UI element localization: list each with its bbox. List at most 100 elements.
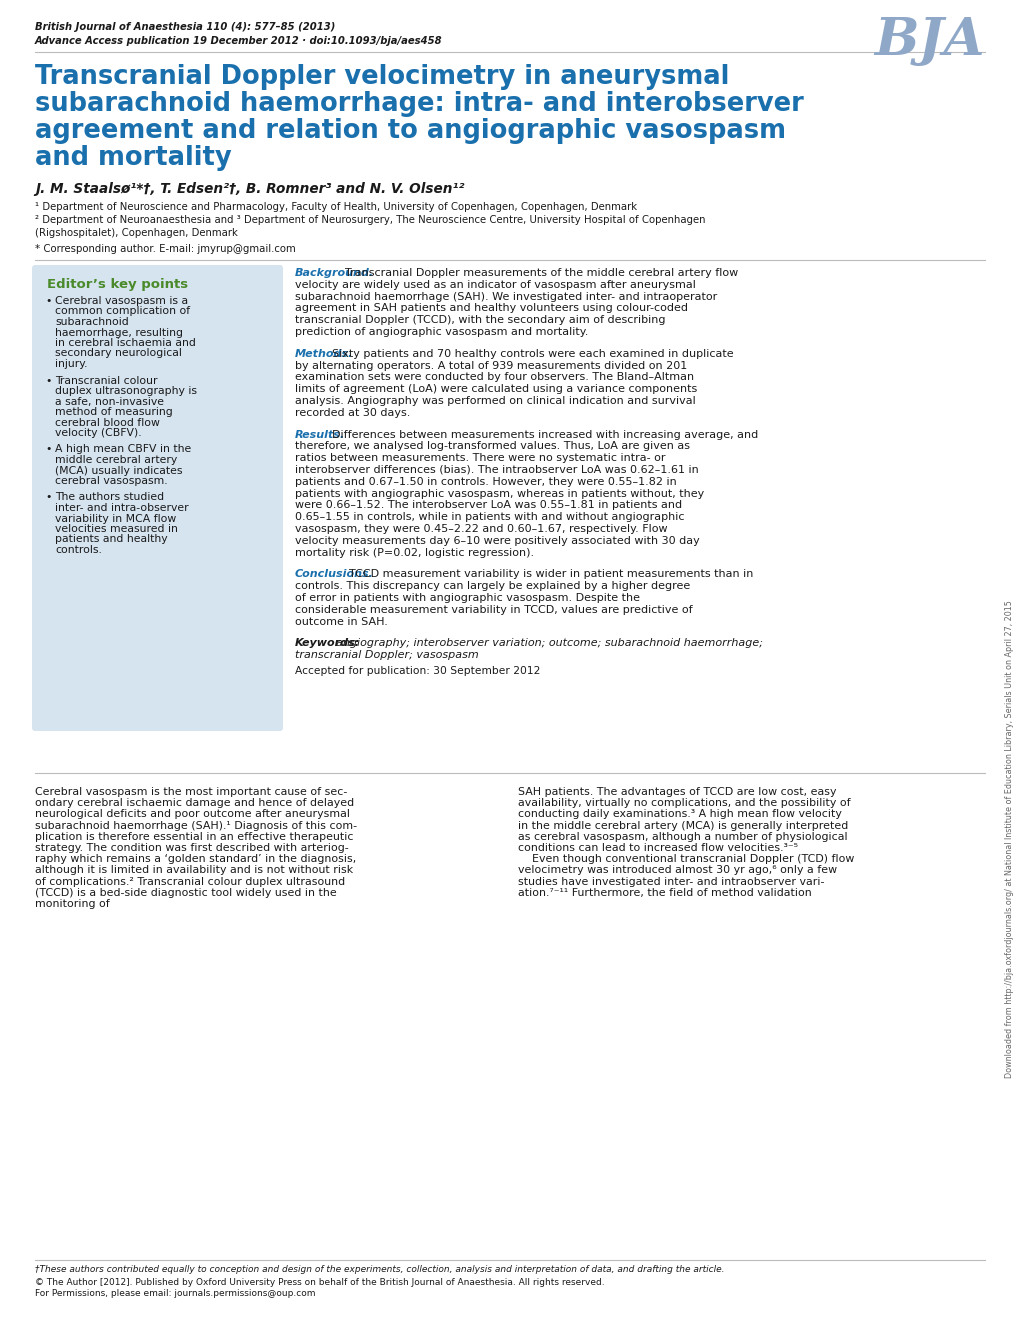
Text: therefore, we analysed log-transformed values. Thus, LoA are given as: therefore, we analysed log-transformed v… <box>294 442 689 451</box>
Text: transcranial Doppler (TCCD), with the secondary aim of describing: transcranial Doppler (TCCD), with the se… <box>294 315 664 326</box>
Text: transcranial Doppler; vasospasm: transcranial Doppler; vasospasm <box>294 650 478 660</box>
Text: For Permissions, please email: journals.permissions@oup.com: For Permissions, please email: journals.… <box>35 1289 315 1298</box>
Text: Sixty patients and 70 healthy controls were each examined in duplicate: Sixty patients and 70 healthy controls w… <box>332 349 734 358</box>
Text: Results.: Results. <box>294 430 344 440</box>
Text: * Corresponding author. E-mail: jmyrup@gmail.com: * Corresponding author. E-mail: jmyrup@g… <box>35 244 296 254</box>
Text: (TCCD) is a bed-side diagnostic tool widely used in the: (TCCD) is a bed-side diagnostic tool wid… <box>35 888 336 898</box>
Text: controls. This discrepancy can largely be explained by a higher degree: controls. This discrepancy can largely b… <box>294 581 690 592</box>
Text: velocity (CBFV).: velocity (CBFV). <box>55 428 142 438</box>
Text: recorded at 30 days.: recorded at 30 days. <box>294 407 410 418</box>
Text: studies have investigated inter- and intraobserver vari-: studies have investigated inter- and int… <box>518 876 823 887</box>
Text: variability in MCA flow: variability in MCA flow <box>55 514 176 523</box>
Text: haemorrhage, resulting: haemorrhage, resulting <box>55 327 182 337</box>
Text: analysis. Angiography was performed on clinical indication and survival: analysis. Angiography was performed on c… <box>294 395 695 406</box>
Text: in cerebral ischaemia and: in cerebral ischaemia and <box>55 337 196 348</box>
Text: •: • <box>45 493 51 502</box>
Text: subarachnoid haemorrhage (SAH).¹ Diagnosis of this com-: subarachnoid haemorrhage (SAH).¹ Diagnos… <box>35 821 357 830</box>
Text: 0.65–1.55 in controls, while in patients with and without angiographic: 0.65–1.55 in controls, while in patients… <box>294 513 684 522</box>
Text: limits of agreement (LoA) were calculated using a variance components: limits of agreement (LoA) were calculate… <box>294 385 697 394</box>
Text: subarachnoid haemorrhage: intra- and interobserver: subarachnoid haemorrhage: intra- and int… <box>35 91 803 117</box>
Text: neurological deficits and poor outcome after aneurysmal: neurological deficits and poor outcome a… <box>35 809 350 820</box>
Text: as cerebral vasospasm, although a number of physiological: as cerebral vasospasm, although a number… <box>518 832 847 842</box>
Text: Conclusions.: Conclusions. <box>294 569 374 580</box>
Text: ondary cerebral ischaemic damage and hence of delayed: ondary cerebral ischaemic damage and hen… <box>35 799 354 808</box>
Text: although it is limited in availability and is not without risk: although it is limited in availability a… <box>35 866 353 875</box>
Text: velocity are widely used as an indicator of vasospasm after aneurysmal: velocity are widely used as an indicator… <box>294 279 695 290</box>
Text: Editor’s key points: Editor’s key points <box>47 278 187 291</box>
Text: •: • <box>45 297 51 306</box>
Text: Transcranial Doppler measurements of the middle cerebral artery flow: Transcranial Doppler measurements of the… <box>344 268 738 278</box>
Text: and mortality: and mortality <box>35 145 231 171</box>
Text: © The Author [2012]. Published by Oxford University Press on behalf of the Briti: © The Author [2012]. Published by Oxford… <box>35 1278 604 1286</box>
Text: of error in patients with angiographic vasospasm. Despite the: of error in patients with angiographic v… <box>294 593 639 604</box>
Text: ratios between measurements. There were no systematic intra- or: ratios between measurements. There were … <box>294 453 664 463</box>
Text: conducting daily examinations.³ A high mean flow velocity: conducting daily examinations.³ A high m… <box>518 809 841 820</box>
Text: British Journal of Anaesthesia 110 (4): 577–85 (2013): British Journal of Anaesthesia 110 (4): … <box>35 22 335 32</box>
Text: strategy. The condition was first described with arteriog-: strategy. The condition was first descri… <box>35 844 348 853</box>
FancyBboxPatch shape <box>32 265 282 731</box>
Text: SAH patients. The advantages of TCCD are low cost, easy: SAH patients. The advantages of TCCD are… <box>518 787 836 797</box>
Text: method of measuring: method of measuring <box>55 407 172 416</box>
Text: †These authors contributed equally to conception and design of the experiments, : †These authors contributed equally to co… <box>35 1265 723 1275</box>
Text: ¹ Department of Neuroscience and Pharmacology, Faculty of Health, University of : ¹ Department of Neuroscience and Pharmac… <box>35 202 637 212</box>
Text: mortality risk (P=0.02, logistic regression).: mortality risk (P=0.02, logistic regress… <box>294 547 534 558</box>
Text: angiography; interobserver variation; outcome; subarachnoid haemorrhage;: angiography; interobserver variation; ou… <box>336 638 762 648</box>
Text: Transcranial Doppler velocimetry in aneurysmal: Transcranial Doppler velocimetry in aneu… <box>35 65 729 90</box>
Text: Keywords:: Keywords: <box>294 638 360 648</box>
Text: TCCD measurement variability is wider in patient measurements than in: TCCD measurement variability is wider in… <box>348 569 753 580</box>
Text: plication is therefore essential in an effective therapeutic: plication is therefore essential in an e… <box>35 832 354 842</box>
Text: velocity measurements day 6–10 were positively associated with 30 day: velocity measurements day 6–10 were posi… <box>294 536 699 546</box>
Text: ² Department of Neuroanaesthesia and ³ Department of Neurosurgery, The Neuroscie: ² Department of Neuroanaesthesia and ³ D… <box>35 215 705 225</box>
Text: availability, virtually no complications, and the possibility of: availability, virtually no complications… <box>518 799 850 808</box>
Text: Even though conventional transcranial Doppler (TCD) flow: Even though conventional transcranial Do… <box>518 854 854 865</box>
Text: (MCA) usually indicates: (MCA) usually indicates <box>55 465 182 476</box>
Text: cerebral vasospasm.: cerebral vasospasm. <box>55 476 167 486</box>
Text: velocimetry was introduced almost 30 yr ago,⁶ only a few: velocimetry was introduced almost 30 yr … <box>518 866 837 875</box>
Text: duplex ultrasonography is: duplex ultrasonography is <box>55 386 197 395</box>
Text: vasospasm, they were 0.45–2.22 and 0.60–1.67, respectively. Flow: vasospasm, they were 0.45–2.22 and 0.60–… <box>294 525 667 534</box>
Text: Methods.: Methods. <box>294 349 353 358</box>
Text: patients with angiographic vasospasm, whereas in patients without, they: patients with angiographic vasospasm, wh… <box>294 489 703 498</box>
Text: Transcranial colour: Transcranial colour <box>55 376 157 385</box>
Text: Cerebral vasospasm is the most important cause of sec-: Cerebral vasospasm is the most important… <box>35 787 347 797</box>
Text: agreement and relation to angiographic vasospasm: agreement and relation to angiographic v… <box>35 119 786 144</box>
Text: Cerebral vasospasm is a: Cerebral vasospasm is a <box>55 297 187 306</box>
Text: of complications.² Transcranial colour duplex ultrasound: of complications.² Transcranial colour d… <box>35 876 344 887</box>
Text: considerable measurement variability in TCCD, values are predictive of: considerable measurement variability in … <box>294 605 692 614</box>
Text: A high mean CBFV in the: A high mean CBFV in the <box>55 444 192 455</box>
Text: Advance Access publication 19 December 2012 · doi:10.1093/bja/aes458: Advance Access publication 19 December 2… <box>35 36 442 46</box>
Text: Differences between measurements increased with increasing average, and: Differences between measurements increas… <box>332 430 758 440</box>
Text: velocities measured in: velocities measured in <box>55 525 177 534</box>
Text: monitoring of: monitoring of <box>35 899 110 909</box>
Text: •: • <box>45 376 51 385</box>
Text: in the middle cerebral artery (MCA) is generally interpreted: in the middle cerebral artery (MCA) is g… <box>518 821 848 830</box>
Text: J. M. Staalsø¹*†, T. Edsen²†, B. Romner³ and N. V. Olsen¹²: J. M. Staalsø¹*†, T. Edsen²†, B. Romner³… <box>35 182 464 196</box>
Text: agreement in SAH patients and healthy volunteers using colour-coded: agreement in SAH patients and healthy vo… <box>294 303 688 314</box>
Text: The authors studied: The authors studied <box>55 493 164 502</box>
Text: BJA: BJA <box>873 14 984 66</box>
Text: common complication of: common complication of <box>55 307 190 316</box>
Text: were 0.66–1.52. The interobserver LoA was 0.55–1.81 in patients and: were 0.66–1.52. The interobserver LoA wa… <box>294 501 682 510</box>
Text: outcome in SAH.: outcome in SAH. <box>294 617 387 626</box>
Text: by alternating operators. A total of 939 measurements divided on 201: by alternating operators. A total of 939… <box>294 361 687 370</box>
Text: ation.⁷⁻¹¹ Furthermore, the field of method validation: ation.⁷⁻¹¹ Furthermore, the field of met… <box>518 888 811 898</box>
Text: Downloaded from http://bja.oxfordjournals.org/ at National Institute of Educatio: Downloaded from http://bja.oxfordjournal… <box>1005 600 1014 1078</box>
Text: •: • <box>45 444 51 455</box>
Text: subarachnoid: subarachnoid <box>55 318 128 327</box>
Text: a safe, non-invasive: a safe, non-invasive <box>55 397 164 406</box>
Text: subarachnoid haemorrhage (SAH). We investigated inter- and intraoperator: subarachnoid haemorrhage (SAH). We inves… <box>294 291 716 302</box>
Text: prediction of angiographic vasospasm and mortality.: prediction of angiographic vasospasm and… <box>294 327 588 337</box>
Text: patients and 0.67–1.50 in controls. However, they were 0.55–1.82 in: patients and 0.67–1.50 in controls. Howe… <box>294 477 676 486</box>
Text: conditions can lead to increased flow velocities.³⁻⁵: conditions can lead to increased flow ve… <box>518 844 797 853</box>
Text: controls.: controls. <box>55 546 102 555</box>
Text: examination sets were conducted by four observers. The Bland–Altman: examination sets were conducted by four … <box>294 373 694 382</box>
Text: middle cerebral artery: middle cerebral artery <box>55 455 177 465</box>
Text: patients and healthy: patients and healthy <box>55 535 167 544</box>
Text: Accepted for publication: 30 September 2012: Accepted for publication: 30 September 2… <box>294 666 540 676</box>
Text: injury.: injury. <box>55 358 88 369</box>
Text: Background.: Background. <box>294 268 374 278</box>
Text: cerebral blood flow: cerebral blood flow <box>55 418 160 427</box>
Text: interobserver differences (bias). The intraobserver LoA was 0.62–1.61 in: interobserver differences (bias). The in… <box>294 465 698 474</box>
Text: (Rigshospitalet), Copenhagen, Denmark: (Rigshospitalet), Copenhagen, Denmark <box>35 228 237 239</box>
Text: secondary neurological: secondary neurological <box>55 348 181 358</box>
